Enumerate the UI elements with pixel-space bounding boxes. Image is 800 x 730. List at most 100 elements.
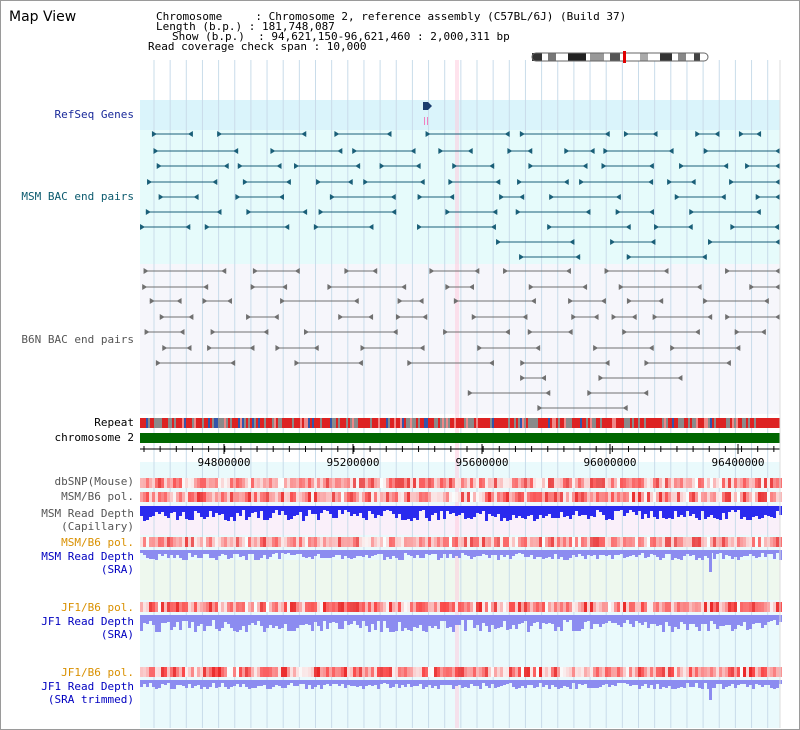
polymorphism-cell (461, 667, 464, 677)
track-label-jf1-pol[interactable]: JF1/B6 pol. (61, 601, 134, 614)
msm-bac-end (667, 179, 673, 185)
track-label-msm-depth-sra[interactable]: MSM Read Depth (41, 550, 134, 563)
polymorphism-cell (140, 602, 143, 612)
read-depth-bar (143, 550, 146, 555)
read-depth-bar (275, 680, 278, 685)
read-depth-bar (464, 615, 467, 631)
msm-bac-end (690, 179, 696, 185)
polymorphism-cell (317, 492, 320, 502)
read-depth-bar (542, 506, 545, 518)
polymorphism-cell (341, 478, 344, 488)
polymorphism-cell (392, 478, 395, 488)
polymorphism-cell (593, 537, 596, 547)
polymorphism-cell (668, 478, 671, 488)
read-depth-bar (740, 506, 743, 519)
polymorphism-cell (773, 667, 776, 677)
track-label-dbsnp[interactable]: dbSNP(Mouse) (54, 475, 134, 488)
polymorphism-cell (608, 478, 611, 488)
polymorphism-cell (278, 667, 281, 677)
read-depth-bar (767, 506, 770, 516)
read-depth-bar (641, 680, 644, 686)
track-label-msm-bac[interactable]: MSM BAC end pairs (21, 190, 134, 203)
track-label-repeat[interactable]: Repeat (94, 416, 134, 429)
polymorphism-cell (152, 602, 155, 612)
polymorphism-cell (680, 667, 683, 677)
read-depth-bar (749, 550, 752, 554)
read-depth-bar (563, 506, 566, 517)
repeat-segment (192, 418, 194, 428)
repeat-segment (244, 418, 246, 428)
read-depth-bar (737, 550, 740, 560)
track-label-jf1-trim-sub: (SRA trimmed) (47, 693, 134, 706)
track-label-jf1-pol-2[interactable]: JF1/B6 pol. (61, 666, 134, 679)
polymorphism-cell (329, 537, 332, 547)
read-depth-bar (392, 506, 395, 514)
b6n-bac-end (593, 314, 599, 320)
read-depth-bar (479, 615, 482, 631)
polymorphism-cell (455, 667, 458, 677)
polymorphism-cell (374, 602, 377, 612)
track-label-msm-pol-2[interactable]: MSM/B6 pol. (61, 536, 134, 549)
read-depth-bar (743, 615, 746, 622)
read-depth-bar (719, 680, 722, 684)
repeat-segment (668, 418, 670, 428)
read-depth-bar (572, 506, 575, 515)
polymorphism-cell (692, 492, 695, 502)
polymorphism-cell (677, 478, 680, 488)
repeat-segment (380, 418, 382, 428)
msm-bac-end (654, 224, 660, 230)
repeat-segment (684, 418, 686, 428)
repeat-segment (506, 418, 508, 428)
repeat-segment (168, 418, 170, 428)
track-label-jf1-trim[interactable]: JF1 Read Depth (41, 680, 134, 693)
read-depth-bar (596, 506, 599, 510)
msm-bac-end (528, 163, 534, 169)
polymorphism-cell (776, 602, 779, 612)
read-depth-bar (200, 615, 203, 624)
read-depth-bar (617, 680, 620, 683)
polymorphism-cell (428, 478, 431, 488)
polymorphism-cell (770, 537, 773, 547)
polymorphism-cell (632, 537, 635, 547)
read-depth-bar (368, 506, 371, 511)
polymorphism-cell (305, 478, 308, 488)
polymorphism-cell (281, 537, 284, 547)
repeat-segment (692, 418, 694, 428)
repeat-segment (464, 418, 466, 428)
polymorphism-cell (407, 602, 410, 612)
track-label-msm-depth-cap[interactable]: MSM Read Depth (41, 507, 134, 520)
b6n-bac-end (503, 268, 509, 274)
polymorphism-cell (614, 602, 617, 612)
read-depth-bar (593, 506, 596, 517)
track-label-jf1-depth[interactable]: JF1 Read Depth (41, 615, 134, 628)
read-depth-bar (254, 680, 257, 688)
polymorphism-cell (431, 602, 434, 612)
msm-bac-end (775, 179, 780, 185)
read-depth-bar (488, 550, 491, 558)
read-depth-bar (422, 615, 425, 631)
polymorphism-cell (530, 537, 533, 547)
repeat-segment (142, 418, 144, 428)
read-depth-bar (359, 680, 362, 686)
track-label-chromosome[interactable]: chromosome 2 (54, 431, 134, 444)
repeat-segment (564, 418, 566, 428)
polymorphism-cell (173, 602, 176, 612)
polymorphism-cell (740, 667, 743, 677)
repeat-segment (646, 418, 648, 428)
read-depth-bar (470, 550, 473, 559)
track-label-msm-pol[interactable]: MSM/B6 pol. (61, 490, 134, 503)
repeat-segment (492, 418, 494, 428)
polymorphism-cell (488, 492, 491, 502)
track-label-b6n-bac[interactable]: B6N BAC end pairs (21, 333, 134, 346)
read-depth-bar (734, 506, 737, 512)
read-depth-bar (359, 615, 362, 628)
polymorphism-cell (530, 602, 533, 612)
read-depth-bar (515, 615, 518, 629)
track-label-refseq[interactable]: RefSeq Genes (54, 108, 134, 121)
repeat-segment (512, 418, 514, 428)
read-depth-bar (758, 550, 761, 557)
polymorphism-cell (359, 492, 362, 502)
repeat-segment (460, 418, 462, 428)
read-depth-bar (410, 680, 413, 687)
